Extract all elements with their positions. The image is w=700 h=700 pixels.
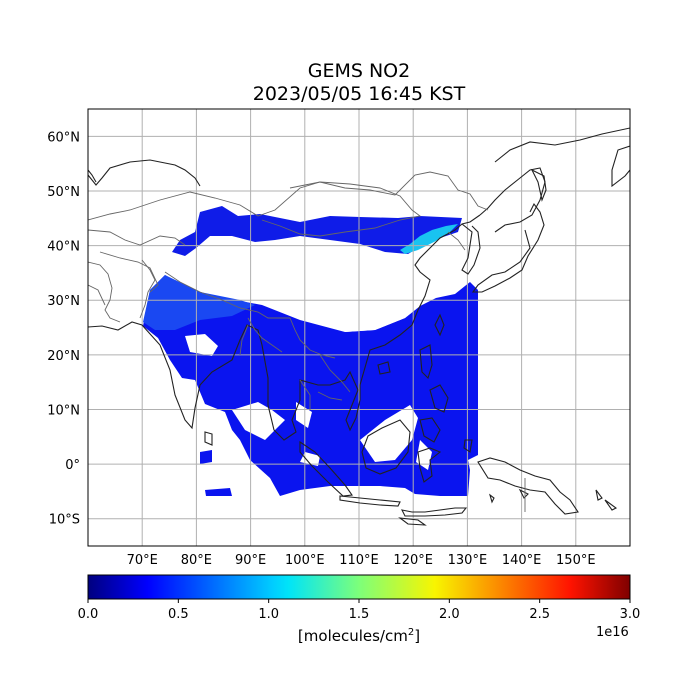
no2-enhancement-northeast-china bbox=[400, 224, 458, 254]
border-china-korea bbox=[447, 231, 466, 251]
latitude-tick-label: 10°N bbox=[47, 403, 80, 418]
latitude-tick-labels: 60°N 50°N 40°N 30°N 20°N 10°N 0° 10°S bbox=[47, 130, 80, 527]
longitude-tick-label: 110°E bbox=[339, 553, 379, 568]
no2-swath-north bbox=[172, 206, 462, 256]
border-kazakhstan-south bbox=[88, 229, 186, 246]
longitude-tick-label: 80°E bbox=[181, 553, 212, 568]
coastline-northeast bbox=[479, 167, 546, 233]
coastline-philippines bbox=[419, 344, 449, 443]
colorbar-unit-superscript: 2 bbox=[407, 627, 415, 638]
coastline-hainan bbox=[377, 361, 391, 375]
border-india-bangladesh-myanmar bbox=[247, 317, 283, 353]
colorbar bbox=[87, 574, 631, 600]
map-frame bbox=[87, 108, 631, 547]
border-iran-afghanistan-pakistan bbox=[88, 261, 121, 323]
border-india-china-nepal bbox=[164, 271, 290, 319]
colorbar-tick-label: 1.0 bbox=[258, 607, 279, 622]
border-thailand-cambodia bbox=[317, 391, 343, 401]
coastline-sakhalin bbox=[530, 168, 547, 202]
longitude-tick-label: 150°E bbox=[556, 553, 596, 568]
coastline-taiwan bbox=[434, 313, 445, 337]
coastline-north-siberia bbox=[88, 169, 97, 183]
latitude-tick-label: 60°N bbox=[47, 130, 80, 145]
colorbar-tick-label: 0.5 bbox=[168, 607, 189, 622]
latitude-tick-label: 40°N bbox=[47, 240, 80, 255]
latitude-tick-label: 0° bbox=[65, 458, 80, 473]
border-india-south bbox=[239, 324, 249, 356]
border-thailand-myanmar bbox=[299, 379, 311, 410]
colorbar-tick-label: 3.0 bbox=[620, 607, 641, 622]
colorbar-unit-text: [molecules/cm bbox=[297, 627, 408, 645]
latitude-tick-label: 10°S bbox=[49, 513, 80, 528]
coastlines bbox=[88, 127, 630, 526]
colorbar-tick-label: 1.5 bbox=[349, 607, 370, 622]
coastline-sumatra bbox=[299, 440, 353, 497]
no2-swath-tibet bbox=[143, 275, 255, 330]
latitude-tick-label: 50°N bbox=[47, 185, 80, 200]
colorbar-tick-label: 0.0 bbox=[78, 607, 99, 622]
latitude-tick-label: 30°N bbox=[47, 294, 80, 309]
map-subtitle-timestamp: 2023/05/05 16:45 KST bbox=[252, 83, 466, 105]
coastline-lesser-sunda bbox=[398, 507, 468, 526]
coastline-java bbox=[339, 495, 401, 507]
longitude-tick-label: 140°E bbox=[502, 553, 542, 568]
longitude-tick-label: 130°E bbox=[448, 553, 488, 568]
colorbar-tick-label: 2.5 bbox=[529, 607, 550, 622]
colorbar-tick-labels: 0.0 0.5 1.0 1.5 2.0 2.5 3.0 bbox=[78, 599, 641, 622]
coastline-small-islands bbox=[489, 488, 618, 511]
map-title: GEMS NO2 bbox=[307, 60, 411, 82]
colorbar-unit-close: ] bbox=[414, 627, 421, 645]
coastline-sulawesi bbox=[417, 447, 442, 483]
coastline-caspian-west bbox=[88, 159, 201, 187]
border-west-edge bbox=[88, 284, 106, 306]
border-myanmar-china bbox=[289, 317, 336, 359]
longitude-tick-labels: 70°E 80°E 90°E 100°E 110°E 120°E 130°E 140°E 150… bbox=[127, 553, 596, 568]
no2-patch-india-east bbox=[200, 450, 232, 496]
coastline-borneo bbox=[361, 419, 411, 475]
longitude-tick-label: 90°E bbox=[235, 553, 266, 568]
map-gridlines bbox=[88, 109, 630, 546]
coastline-okhotsk bbox=[494, 127, 630, 188]
border-mongolia bbox=[261, 181, 422, 237]
national-borders bbox=[88, 171, 526, 512]
coastline-korea bbox=[461, 223, 481, 275]
coastline-halmahera bbox=[463, 439, 473, 453]
coastline-japan bbox=[471, 202, 545, 293]
coastline-new-guinea bbox=[477, 457, 579, 515]
longitude-tick-label: 70°E bbox=[127, 553, 158, 568]
colorbar-exponent: 1e16 bbox=[596, 625, 629, 640]
coastline-sri-lanka bbox=[204, 431, 213, 446]
coastline-asia-mainland bbox=[88, 214, 481, 441]
border-laos-vietnam bbox=[319, 354, 351, 393]
latitude-tick-label: 20°N bbox=[47, 349, 80, 364]
longitude-tick-label: 100°E bbox=[285, 553, 325, 568]
colorbar-unit-label: [molecules/cm2] bbox=[88, 627, 630, 645]
cloud-gaps bbox=[185, 258, 436, 470]
longitude-tick-label: 120°E bbox=[393, 553, 433, 568]
colorbar-tick-label: 2.0 bbox=[439, 607, 460, 622]
border-central-asia bbox=[99, 251, 159, 293]
border-india-pakistan bbox=[139, 259, 156, 319]
